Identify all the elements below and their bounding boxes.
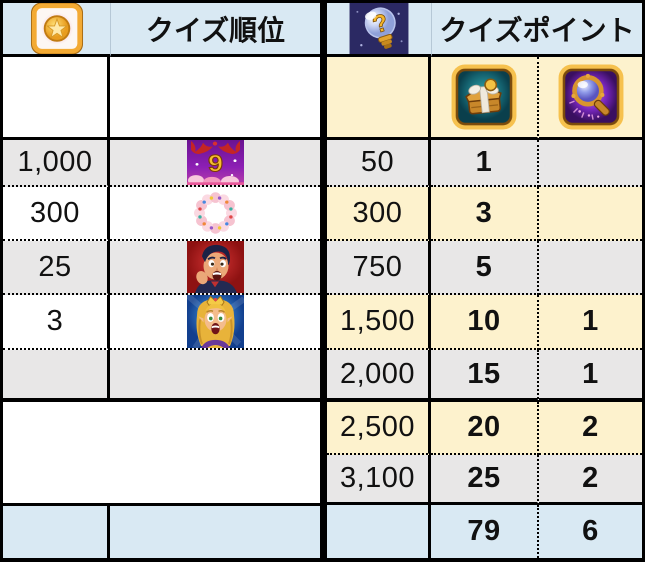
magnifier-total: 6 (539, 505, 642, 558)
shocked-man-avatar (186, 241, 244, 293)
rank-empty-cell (3, 57, 110, 140)
rank-empty-cell (3, 350, 110, 402)
chest-total: 79 (431, 505, 539, 558)
rank-image-cell: 9 (110, 140, 320, 187)
points-table-title: クイズポイント (431, 3, 642, 57)
rank-value: 25 (3, 241, 110, 295)
rank-value: 300 (3, 187, 110, 241)
chest-column-header-cell (431, 57, 539, 140)
magnifier-column-header-cell (539, 57, 642, 140)
quiz-rank-table: クイズ順位 1,000 9 (0, 0, 327, 562)
magnifier-count: 1 (539, 350, 642, 402)
chest-count: 3 (431, 187, 539, 241)
magnifier-count (539, 140, 642, 187)
magnifier-count (539, 187, 642, 241)
chest-count: 5 (431, 241, 539, 295)
rank-merged-empty-cell (3, 402, 320, 506)
chest-count: 1 (431, 140, 539, 187)
points-icons-row-empty-cell (327, 57, 431, 140)
magnifier-count: 1 (539, 295, 642, 350)
fireworks-number-9-badge: 9 (186, 140, 244, 185)
rank-empty-cell (110, 57, 320, 140)
question-lightbulb-icon: ? (349, 3, 409, 54)
magnifier-icon (557, 62, 625, 132)
chest-count: 25 (431, 455, 539, 505)
magnifier-count: 2 (539, 455, 642, 505)
rank-total-cell (3, 506, 110, 558)
chest-count: 20 (431, 402, 539, 455)
rank-total-cell (110, 506, 320, 558)
shocked-princess-avatar (186, 295, 244, 348)
rank-value: 3 (3, 295, 110, 350)
points-value: 2,500 (327, 402, 431, 455)
points-total-empty-cell (327, 505, 431, 558)
quiz-points-table: ? クイズポイント (327, 0, 645, 562)
rank-image-cell (110, 295, 320, 350)
points-value: 750 (327, 241, 431, 295)
magnifier-count (539, 241, 642, 295)
points-value: 1,500 (327, 295, 431, 350)
rank-image-cell (110, 187, 320, 241)
treasure-chest-icon (450, 62, 518, 132)
rank-header-icon-cell (3, 3, 110, 57)
svg-text:9: 9 (207, 151, 222, 177)
rank-image-cell (110, 241, 320, 295)
points-header-icon-cell: ? (327, 3, 431, 57)
rank-table-title: クイズ順位 (110, 3, 320, 57)
points-value: 2,000 (327, 350, 431, 402)
points-value: 50 (327, 140, 431, 187)
magnifier-count: 2 (539, 402, 642, 455)
chest-count: 15 (431, 350, 539, 402)
points-value: 3,100 (327, 455, 431, 505)
pink-candy-wreath (186, 187, 244, 239)
star-medal-icon (29, 3, 85, 54)
rank-empty-cell (110, 350, 320, 402)
points-value: 300 (327, 187, 431, 241)
rank-value: 1,000 (3, 140, 110, 187)
chest-count: 10 (431, 295, 539, 350)
